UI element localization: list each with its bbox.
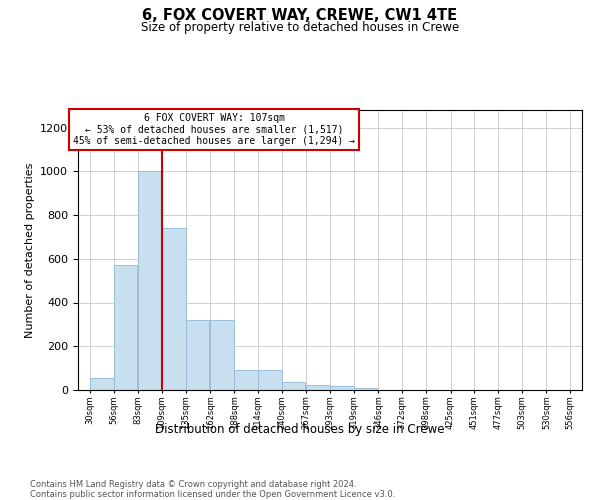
Bar bbox=[113, 266, 137, 390]
Bar bbox=[186, 320, 209, 390]
Text: 6, FOX COVERT WAY, CREWE, CW1 4TE: 6, FOX COVERT WAY, CREWE, CW1 4TE bbox=[142, 8, 458, 22]
Bar bbox=[234, 370, 258, 390]
Bar bbox=[306, 385, 330, 390]
Text: Contains HM Land Registry data © Crown copyright and database right 2024.
Contai: Contains HM Land Registry data © Crown c… bbox=[30, 480, 395, 499]
Bar bbox=[330, 386, 354, 390]
Text: 6 FOX COVERT WAY: 107sqm
← 53% of detached houses are smaller (1,517)
45% of sem: 6 FOX COVERT WAY: 107sqm ← 53% of detach… bbox=[73, 113, 355, 146]
Bar bbox=[258, 370, 281, 390]
Bar bbox=[354, 388, 377, 390]
Bar bbox=[281, 382, 305, 390]
Bar bbox=[211, 320, 234, 390]
Bar bbox=[138, 171, 162, 390]
Text: Distribution of detached houses by size in Crewe: Distribution of detached houses by size … bbox=[155, 422, 445, 436]
Text: Size of property relative to detached houses in Crewe: Size of property relative to detached ho… bbox=[141, 21, 459, 34]
Bar bbox=[162, 228, 186, 390]
Y-axis label: Number of detached properties: Number of detached properties bbox=[25, 162, 35, 338]
Bar bbox=[90, 378, 113, 390]
